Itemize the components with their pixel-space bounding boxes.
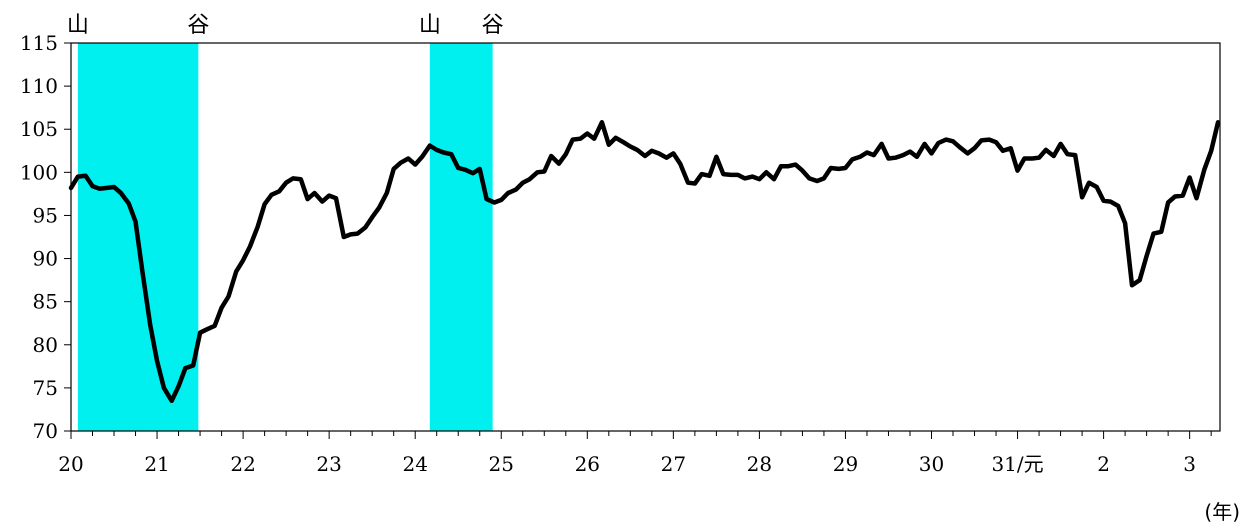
x-tick-label: 3 [1183,452,1196,476]
peak-label: 山 [67,13,89,38]
plot-frame [70,42,1221,432]
y-tick-label: 85 [33,290,58,314]
x-tick-label: 22 [230,452,255,476]
recession-band-2 [429,43,493,431]
y-tick-label: 75 [33,376,58,400]
x-tick-label: 28 [747,452,772,476]
y-tick-label: 70 [33,419,58,443]
trough-label: 谷 [187,13,209,38]
x-tick-label: 2 [1097,452,1110,476]
trough-label: 谷 [482,13,504,38]
y-tick-label: 115 [20,31,58,55]
series-layer [68,120,1221,404]
x-tick-label: 26 [575,452,600,476]
x-tick-label: 31/元 [991,452,1043,476]
x-tick-label: 24 [402,452,427,476]
y-tick-label: 105 [20,117,58,141]
y-tick-label: 80 [33,333,58,357]
peak-label: 山 [419,13,441,38]
y-tick-label: 110 [20,74,58,98]
x-axis-unit-label: (年) [1204,500,1240,524]
x-tick-label: 25 [489,452,514,476]
chart-axes [64,42,1221,439]
x-tick-label: 29 [833,452,858,476]
y-tick-label: 95 [33,203,58,227]
tick-labels: 山谷山谷70758085909510010511011520 21 22 23 24 25… [20,13,1196,476]
recession-bands [77,43,493,431]
x-tick-label: 30 [919,452,944,476]
series-line-1 [68,120,1221,404]
x-tick-label: 20 [58,452,83,476]
x-tick-label: 23 [316,452,341,476]
y-tick-label: 90 [33,247,58,271]
y-tick-label: 100 [20,160,58,184]
x-tick-label: 21 [144,452,169,476]
x-tick-label: 27 [661,452,686,476]
